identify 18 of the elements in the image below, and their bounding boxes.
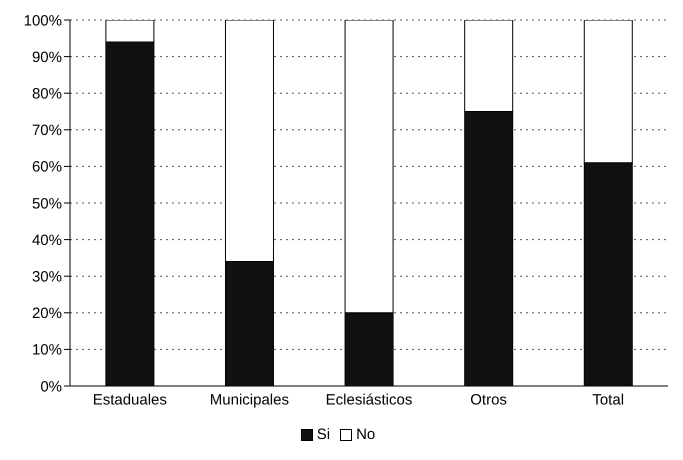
y-tick-label: 40% bbox=[32, 232, 62, 249]
y-tick-label: 70% bbox=[32, 122, 62, 140]
y-tick-label: 100% bbox=[24, 12, 62, 30]
y-tick-label: 10% bbox=[32, 342, 62, 359]
y-tick-label: 80% bbox=[32, 86, 62, 103]
y-tick-label: 0% bbox=[40, 378, 62, 396]
legend-label: Si bbox=[316, 426, 330, 443]
y-tick-label: 30% bbox=[32, 268, 62, 286]
y-tick-label: 90% bbox=[32, 48, 62, 66]
legend-label: No bbox=[356, 426, 376, 443]
y-tick-label: 50% bbox=[32, 195, 62, 212]
x-tick-label: Total bbox=[592, 392, 624, 409]
x-tick-label: Eclesiásticos bbox=[326, 392, 412, 409]
y-tick-label: 60% bbox=[32, 158, 62, 176]
x-tick-label: Municipales bbox=[210, 392, 290, 409]
x-tick-label: Estaduales bbox=[92, 392, 167, 409]
y-tick-label: 20% bbox=[32, 305, 62, 322]
x-tick-label: Otros bbox=[470, 392, 507, 409]
